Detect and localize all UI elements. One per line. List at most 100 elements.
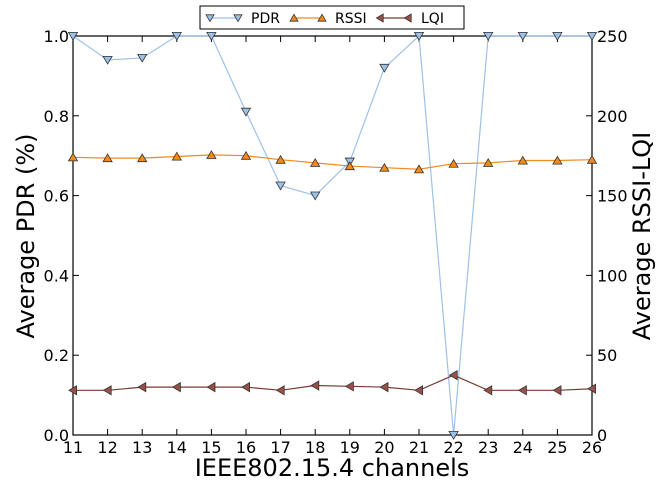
- data-point: [483, 385, 493, 396]
- data-point: [586, 32, 598, 41]
- data-point: [448, 158, 459, 168]
- x-tick-label: 15: [201, 438, 221, 457]
- x-tick-label: 18: [305, 438, 325, 457]
- y-axis-label-right: Average RSSI-LQI: [628, 132, 656, 340]
- plot-frame: [72, 35, 593, 436]
- legend-marker: [403, 13, 412, 23]
- series-line: [72, 34, 592, 436]
- series-line: [72, 154, 593, 170]
- data-point: [448, 369, 458, 381]
- legend-item-pdr: PDR: [205, 11, 280, 27]
- legend-label: LQI: [421, 11, 444, 27]
- legend-marker: [317, 13, 327, 22]
- y-tick-label-left: 0.8: [44, 107, 69, 126]
- x-tick-label: 14: [167, 438, 187, 457]
- data-point: [240, 107, 252, 117]
- data-point: [102, 153, 113, 163]
- data-point: [552, 155, 563, 165]
- x-tick-label: 16: [236, 438, 256, 457]
- data-point: [413, 32, 425, 41]
- data-point: [379, 381, 389, 393]
- x-tick-label: 20: [374, 438, 394, 457]
- data-point: [241, 381, 251, 393]
- x-tick-label: 12: [97, 438, 117, 457]
- data-point: [517, 385, 527, 396]
- x-axis-ticks: 11 12 13 14 15 16 17 18 19 20 21 22 23 24 25 26: [63, 36, 602, 457]
- data-point: [275, 154, 286, 164]
- data-point: [67, 32, 79, 41]
- data-point: [102, 55, 113, 65]
- y-tick-label-right: 200: [597, 107, 628, 126]
- x-tick-label: 22: [443, 438, 463, 457]
- data-point: [171, 32, 182, 41]
- data-point: [67, 152, 79, 162]
- series-pdr: [67, 32, 598, 440]
- y-tick-label-right: 50: [597, 346, 617, 365]
- data-point: [310, 158, 321, 167]
- left-axis-ticks: 0.0 0.2 0.4 0.6 0.8 1.0: [44, 27, 79, 445]
- y-tick-label-left: 0.4: [44, 266, 69, 285]
- y-tick-label-right: 150: [597, 187, 628, 206]
- x-tick-label: 25: [547, 438, 567, 457]
- x-tick-label: 19: [340, 438, 360, 457]
- x-tick-label: 17: [270, 438, 290, 457]
- y-tick-label-left: 1.0: [44, 27, 69, 46]
- data-point: [68, 385, 77, 396]
- x-tick-label: 21: [409, 438, 429, 457]
- legend-item-rssi: RSSI: [289, 11, 367, 27]
- data-point: [483, 32, 494, 41]
- data-point: [275, 385, 285, 396]
- x-tick-label: 11: [63, 438, 83, 457]
- legend-marker: [289, 13, 299, 22]
- data-point: [379, 63, 390, 73]
- data-point: [171, 381, 181, 393]
- legend-item-lqi: LQI: [375, 11, 444, 27]
- series-lqi: [68, 369, 596, 396]
- x-tick-label: 13: [132, 438, 152, 457]
- data-point: [137, 153, 148, 163]
- y-axis-label-left: Average PDR (%): [12, 134, 40, 339]
- series-rssi: [67, 150, 598, 174]
- data-point: [240, 150, 252, 160]
- data-point: [379, 162, 390, 172]
- x-tick-label: 26: [582, 438, 602, 457]
- legend-marker: [233, 14, 243, 23]
- y-tick-label-right: 250: [597, 27, 628, 46]
- data-point: [552, 385, 562, 396]
- data-point: [137, 381, 147, 393]
- y-tick-label-left: 0.0: [44, 426, 69, 445]
- data-point: [414, 385, 424, 396]
- data-point: [102, 385, 112, 396]
- data-point: [206, 381, 216, 393]
- right-axis-ticks: 0 50 100 150 200 250: [586, 27, 628, 445]
- legend: PDR RSSI LQI: [199, 5, 465, 30]
- data-point: [587, 383, 596, 394]
- data-point: [137, 53, 148, 63]
- data-point: [552, 32, 563, 41]
- data-point: [586, 154, 598, 164]
- data-point: [171, 151, 182, 161]
- y-tick-label-right: 100: [597, 266, 628, 285]
- data-point: [517, 155, 528, 165]
- series-layer: [67, 32, 598, 440]
- x-tick-label: 23: [478, 438, 498, 457]
- data-point: [344, 161, 355, 171]
- legend-label: PDR: [251, 11, 280, 27]
- data-point: [413, 164, 425, 174]
- data-point: [310, 191, 321, 201]
- data-point: [344, 381, 354, 392]
- legend-box: [199, 5, 465, 30]
- data-point: [275, 181, 286, 191]
- data-point: [310, 380, 320, 391]
- x-tick-label: 24: [513, 438, 533, 457]
- legend-marker: [375, 13, 384, 23]
- y-tick-label-left: 0.6: [44, 187, 69, 206]
- data-point: [206, 32, 217, 41]
- y-tick-label-left: 0.2: [44, 346, 69, 365]
- series-line: [73, 374, 593, 391]
- y-tick-label-right: 0: [597, 426, 607, 445]
- legend-label: RSSI: [335, 11, 367, 27]
- x-axis-label: IEEE802.15.4 channels: [195, 454, 470, 482]
- data-point: [483, 158, 494, 167]
